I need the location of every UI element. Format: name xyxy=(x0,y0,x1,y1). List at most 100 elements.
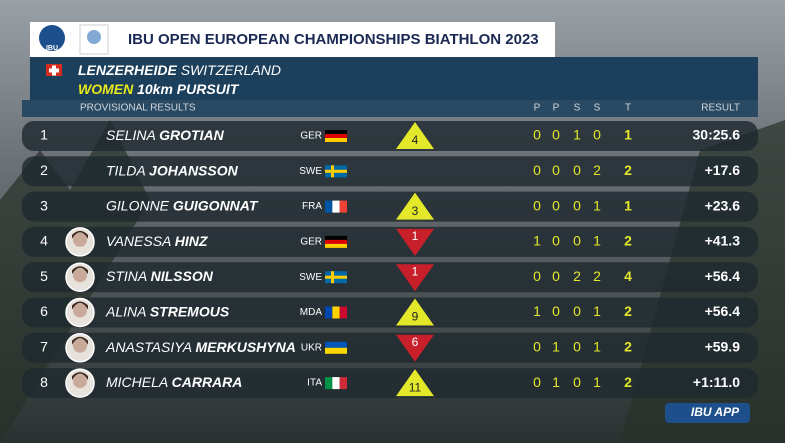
row-background xyxy=(22,226,758,257)
rank: 2 xyxy=(40,162,48,178)
movement-arrow xyxy=(396,334,434,362)
total: 2 xyxy=(624,162,632,178)
first-name: GILONNE xyxy=(106,197,170,213)
row-background xyxy=(22,332,758,363)
flag xyxy=(325,130,347,134)
movement-arrow xyxy=(396,369,434,397)
column-header: S xyxy=(574,103,581,114)
flag xyxy=(339,200,347,213)
photo-face xyxy=(73,303,87,318)
photo-hair xyxy=(72,336,88,345)
rank: 7 xyxy=(40,339,48,355)
shooting: 0 xyxy=(533,374,541,390)
location-country: SWITZERLAND xyxy=(181,62,281,78)
last-name: CARRARA xyxy=(172,374,243,390)
shooting: 1 xyxy=(593,197,601,213)
shooting: 2 xyxy=(573,268,581,284)
subtitle: PROVISIONAL RESULTS xyxy=(80,103,196,114)
shooting: 1 xyxy=(533,233,541,249)
shooting: 1 xyxy=(593,233,601,249)
last-name: STREMOUS xyxy=(150,303,230,319)
rank: 5 xyxy=(40,268,48,284)
nation: FRA xyxy=(302,201,322,212)
row-background xyxy=(22,368,758,399)
first-name: STINA xyxy=(106,268,147,284)
result: +23.6 xyxy=(705,197,741,213)
result: +56.4 xyxy=(705,303,741,319)
row-background xyxy=(22,297,758,328)
flag-cross xyxy=(325,169,347,173)
last-name: NILSSON xyxy=(151,268,214,284)
shooting: 0 xyxy=(533,127,541,143)
movement-value: 1 xyxy=(412,264,419,278)
flag xyxy=(325,239,347,244)
shooting: 1 xyxy=(552,374,560,390)
athlete-name: GILONNE GUIGONNAT xyxy=(106,197,259,213)
last-name: GUIGONNAT xyxy=(173,197,259,213)
movement-arrow xyxy=(396,264,434,292)
flag xyxy=(325,235,347,240)
shooting: 0 xyxy=(552,127,560,143)
flag xyxy=(332,200,340,213)
nation: GER xyxy=(300,237,322,248)
ibu-logo xyxy=(39,25,65,51)
total: 1 xyxy=(624,127,632,143)
header-row xyxy=(22,100,758,117)
first-name: MICHELA xyxy=(106,374,168,390)
column-header: P xyxy=(553,103,560,114)
location: LENZERHEIDE SWITZERLAND xyxy=(78,62,281,78)
shooting: 0 xyxy=(552,233,560,249)
shooting: 0 xyxy=(593,127,601,143)
first-name: SELINA xyxy=(106,127,155,143)
shooting: 1 xyxy=(593,339,601,355)
flag xyxy=(325,341,347,348)
shooting: 0 xyxy=(573,374,581,390)
event: WOMEN 10km PURSUIT xyxy=(78,81,240,97)
result: +1:11.0 xyxy=(693,374,740,390)
shooting: 0 xyxy=(573,233,581,249)
photo-hair xyxy=(72,372,88,381)
total: 2 xyxy=(624,374,632,390)
shooting: 0 xyxy=(573,197,581,213)
app-badge[interactable] xyxy=(665,403,750,423)
title-prefix: IBU xyxy=(128,31,154,48)
movement-value: 1 xyxy=(412,229,419,243)
nation: SWE xyxy=(299,272,322,283)
flag xyxy=(339,377,347,390)
athlete-name: ANASTASIYA MERKUSHYNA xyxy=(105,339,296,355)
rank: 3 xyxy=(40,197,48,213)
shooting: 1 xyxy=(573,127,581,143)
event-band xyxy=(30,57,758,100)
movement-value: 9 xyxy=(412,310,419,324)
shooting: 0 xyxy=(533,197,541,213)
movement-value: 4 xyxy=(412,133,419,147)
result: +59.9 xyxy=(705,339,741,355)
first-name: ALINA xyxy=(105,303,146,319)
shooting: 0 xyxy=(552,303,560,319)
athlete-name: VANESSA HINZ xyxy=(106,233,208,249)
last-name: GROTIAN xyxy=(159,127,224,143)
athlete-name: STINA NILSSON xyxy=(106,268,214,284)
flag xyxy=(325,306,333,319)
logo-text: IBU xyxy=(46,45,58,52)
shooting: 0 xyxy=(552,197,560,213)
nation: MDA xyxy=(300,307,323,318)
shooting: 0 xyxy=(533,268,541,284)
shooting: 0 xyxy=(573,162,581,178)
row-background xyxy=(22,262,758,293)
first-name: TILDA xyxy=(106,162,145,178)
location-city: LENZERHEIDE xyxy=(78,62,177,78)
rank: 6 xyxy=(40,303,48,319)
shooting: 0 xyxy=(533,162,541,178)
movement-arrow xyxy=(396,122,434,149)
nation: UKR xyxy=(301,342,322,353)
shooting: 1 xyxy=(593,374,601,390)
row-background xyxy=(22,156,758,187)
nation: ITA xyxy=(307,378,322,389)
title-main: OPEN EUROPEAN CHAMPIONSHIPS BIATHLON 202… xyxy=(158,31,539,48)
photo-face xyxy=(73,268,87,283)
movement-value: 6 xyxy=(412,335,419,349)
app-label[interactable]: IBU APP xyxy=(691,405,740,419)
movement-arrow xyxy=(396,192,434,220)
